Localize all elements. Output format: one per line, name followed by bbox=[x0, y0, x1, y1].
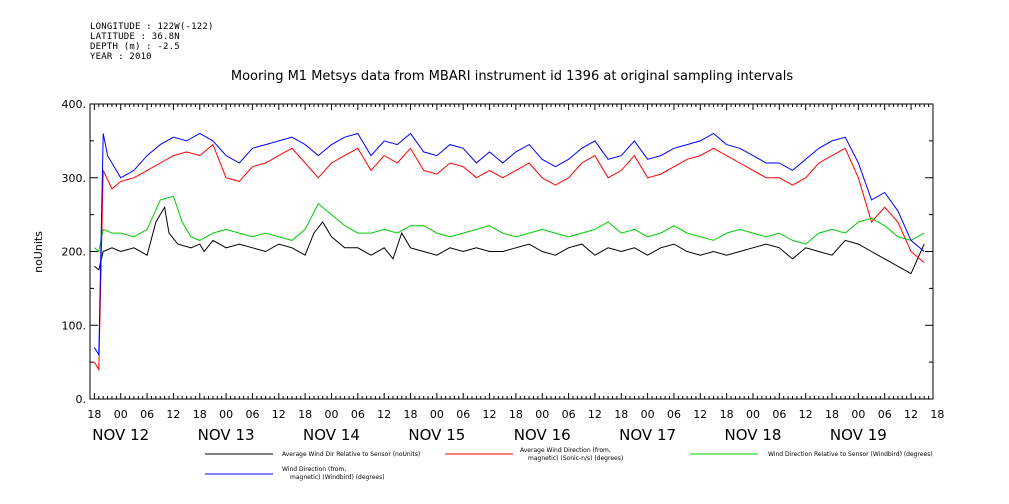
chart-title: Mooring M1 Metsys data from MBARI instru… bbox=[231, 69, 793, 84]
x-tick-label: 18 bbox=[614, 408, 628, 421]
plot-border bbox=[89, 103, 934, 400]
x-tick-label: 12 bbox=[588, 408, 602, 421]
x-day-label: NOV 15 bbox=[408, 426, 465, 444]
x-day-label: NOV 14 bbox=[303, 426, 360, 444]
x-tick-label: 12 bbox=[377, 408, 391, 421]
x-tick-label: 00 bbox=[641, 408, 655, 421]
x-tick-label: 12 bbox=[166, 408, 180, 421]
x-tick-label: 00 bbox=[430, 408, 444, 421]
x-tick-label: 12 bbox=[272, 408, 286, 421]
y-tick-label: 400. bbox=[62, 98, 87, 111]
series-line-3 bbox=[93, 132, 925, 357]
tick-layer: 0. 100. 200. 300. 400. 18 00 06 12 18 00 06 12 18 00 06… bbox=[62, 98, 945, 444]
series-layer bbox=[93, 132, 925, 372]
x-tick-label: 18 bbox=[825, 408, 839, 421]
metadata-block: LONGITUDE : 122W(-122) LATITUDE : 36.8N … bbox=[90, 22, 214, 62]
x-tick-label: 12 bbox=[799, 408, 813, 421]
legend: Average Wind Dir Relative to Sensor (noU… bbox=[205, 447, 933, 481]
legend-label-3: Wind Direction (from, bbox=[282, 466, 346, 473]
x-tick-label: 12 bbox=[483, 408, 497, 421]
x-tick-label: 00 bbox=[851, 408, 865, 421]
x-day-label: NOV 12 bbox=[92, 426, 149, 444]
x-tick-label: 00 bbox=[219, 408, 233, 421]
x-tick-label: 12 bbox=[693, 408, 707, 421]
year-label: YEAR : 2010 bbox=[90, 52, 152, 62]
x-tick-label: 06 bbox=[878, 408, 892, 421]
x-tick-label: 18 bbox=[720, 408, 734, 421]
x-tick-label: 12 bbox=[904, 408, 918, 421]
x-tick-label: 18 bbox=[404, 408, 418, 421]
x-tick-label: 18 bbox=[930, 408, 944, 421]
x-tick-label: 18 bbox=[193, 408, 207, 421]
legend-label-3-line2: magnetic) (Windbird) (degrees) bbox=[290, 474, 385, 481]
latitude-label: LATITUDE : 36.8N bbox=[90, 32, 180, 42]
x-day-label: NOV 16 bbox=[514, 426, 571, 444]
x-day-label: NOV 17 bbox=[619, 426, 676, 444]
x-tick-label: 00 bbox=[746, 408, 760, 421]
legend-label-0: Average Wind Dir Relative to Sensor (noU… bbox=[282, 451, 420, 458]
x-tick-label: 18 bbox=[298, 408, 312, 421]
x-tick-label: 06 bbox=[667, 408, 681, 421]
x-day-label: NOV 19 bbox=[830, 426, 887, 444]
y-tick-label: 0. bbox=[76, 393, 87, 406]
x-tick-label: 06 bbox=[772, 408, 786, 421]
legend-label-1-line2: magnetic) (Sonic-n/s) (degrees) bbox=[528, 455, 623, 462]
x-tick-label: 00 bbox=[114, 408, 128, 421]
series-line-1 bbox=[93, 143, 925, 372]
x-tick-label: 06 bbox=[140, 408, 154, 421]
x-tick-label: 00 bbox=[324, 408, 338, 421]
x-tick-label: 00 bbox=[535, 408, 549, 421]
series-line-0 bbox=[94, 205, 925, 275]
x-tick-label: 18 bbox=[87, 408, 101, 421]
legend-label-1: Average Wind Direction (from, bbox=[520, 447, 611, 454]
x-day-label: NOV 13 bbox=[198, 426, 255, 444]
x-tick-label: 06 bbox=[456, 408, 470, 421]
y-tick-label: 300. bbox=[62, 172, 87, 185]
legend-label-2: Wind Direction Relative to Sensor (Windb… bbox=[768, 451, 933, 458]
x-day-label: NOV 18 bbox=[725, 426, 782, 444]
y-tick-label: 100. bbox=[62, 319, 87, 332]
longitude-label: LONGITUDE : 122W(-122) bbox=[90, 22, 214, 32]
x-tick-label: 18 bbox=[509, 408, 523, 421]
depth-label: DEPTH (m) : -2.5 bbox=[90, 42, 180, 52]
x-tick-label: 06 bbox=[351, 408, 365, 421]
x-tick-label: 06 bbox=[562, 408, 576, 421]
series-line-2 bbox=[94, 195, 925, 253]
x-tick-label: 06 bbox=[245, 408, 259, 421]
y-tick-label: 200. bbox=[62, 246, 87, 259]
plot-frame bbox=[89, 103, 934, 400]
y-axis-label: noUnits bbox=[32, 231, 45, 273]
